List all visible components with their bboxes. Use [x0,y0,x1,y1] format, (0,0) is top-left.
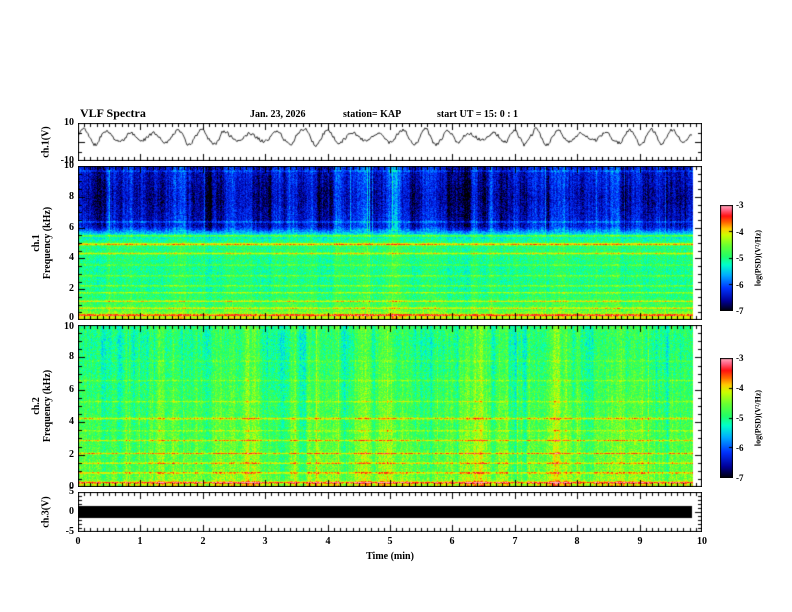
ch1-spectrogram-panel [78,166,702,320]
spec1-ytick-8: 8 [69,191,74,202]
page-title: VLF Spectra [80,106,146,120]
ch3-canvas [78,492,702,532]
cb2-tick-neg6: -6 [736,443,744,453]
xtick-0: 0 [75,536,81,547]
xtick-1: 1 [137,536,143,547]
spec1-ytick-4: 4 [69,252,74,263]
cb2-tick-neg5: -5 [736,413,744,423]
ch1-waveform-panel [78,123,702,161]
colorbar-2-canvas [720,358,733,478]
xtick-9: 9 [637,536,643,547]
xtick-6: 6 [449,536,455,547]
cb2-tick-neg7: -7 [736,473,744,483]
xtick-10: 10 [697,536,707,547]
ch3-ytick-5: 5 [69,486,74,497]
date-label: Jan. 23, 2026 [250,109,306,120]
ch1-axis-channel-label: ch.1 [31,234,42,252]
cb1-units-label: log(PSD)(V²/Hz) [753,229,763,287]
spec1-ytick-2: 2 [69,283,74,294]
cb1-tick-neg4: -4 [736,227,744,237]
ch3-panel [78,492,702,532]
ch3-ytick-0: 0 [69,506,74,517]
cb2-tick-neg3: -3 [736,353,744,363]
ch1-spectrogram-canvas [78,166,702,320]
cb1-tick-neg6: -6 [736,280,744,290]
ch3-ytick-neg5: -5 [65,526,74,537]
cb1-tick-neg3: -3 [736,200,744,210]
cb2-units-label: log(PSD)(V²/Hz) [753,389,763,447]
colorbar-1-canvas [720,205,733,311]
xtick-2: 2 [200,536,206,547]
spec2-ytick-10: 10 [64,321,74,332]
ch1-voltage-axis-label: ch.1(V) [40,126,52,158]
ch1-waveform-canvas [78,123,702,161]
ch2-frequency-axis-label: ch.2 Frequency (kHz) [31,370,53,442]
colorbar-2 [720,358,733,478]
colorbar-1 [720,205,733,311]
frequency-units-label: Frequency (kHz) [42,206,53,280]
frequency-units-label-2: Frequency (kHz) [42,369,53,443]
cb2-tick-neg4: -4 [736,383,744,393]
spec2-ytick-6: 6 [69,384,74,395]
xtick-3: 3 [262,536,268,547]
spec2-ytick-8: 8 [69,351,74,362]
start-ut-label: start UT = 15: 0 : 1 [437,109,519,120]
ch1-wave-ymax-label: 10 [64,117,74,128]
cb1-tick-neg7: -7 [736,306,744,316]
xtick-4: 4 [325,536,331,547]
cb1-tick-neg5: -5 [736,253,744,263]
ch2-axis-channel-label: ch.2 [31,397,42,415]
xtick-7: 7 [512,536,518,547]
ch2-spectrogram-canvas [78,325,702,487]
ch2-spectrogram-panel [78,325,702,487]
station-label: station= KAP [343,109,402,120]
spec1-ytick-6: 6 [69,222,74,233]
xtick-8: 8 [574,536,580,547]
ch1-wave-ymin-label: -10 [60,155,74,166]
spec2-ytick-0: 0 [69,481,74,492]
xtick-5: 5 [387,536,393,547]
spec1-ytick-10: 10 [64,160,74,171]
ch1-frequency-axis-label: ch.1 Frequency (kHz) [31,207,53,279]
spec2-ytick-4: 4 [69,416,74,427]
spec2-ytick-2: 2 [69,449,74,460]
time-axis-label: Time (min) [366,551,414,562]
spec1-ytick-0: 0 [69,312,74,323]
